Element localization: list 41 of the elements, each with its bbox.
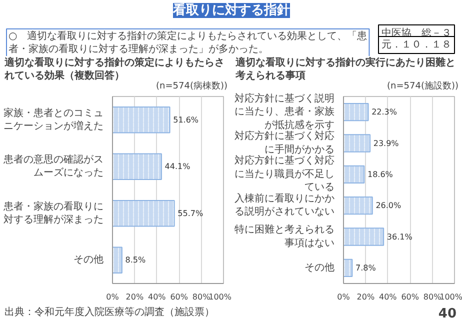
data-label: 55.7% [178,208,204,218]
data-label: 7.8% [355,263,376,272]
source-note: 出典：令和元年度入院医療等の調査（施設票） [4,306,214,318]
x-tick-label: 80% [423,292,442,302]
data-label: 51.6% [173,115,199,124]
x-tick-label: 100% [440,292,462,302]
x-tick-label: 60% [170,292,188,302]
x-tick-label: 40% [379,292,398,302]
x-tick-label: 0% [337,292,350,302]
chart-subtitle: (n=574(施設数)) [387,80,458,92]
y-tick-label: 患者・家族の看取りに対する理解が深まった [2,200,104,226]
y-tick-label: 入棟前に看取りにかかる説明がされていない [234,192,334,218]
x-tick-label: 80% [192,292,211,302]
y-tick-label: 対応方針に基づく説明に当たり、患者・家族が抵抗感を示す [234,92,334,131]
x-tick-label: 20% [126,292,144,302]
x-tick-label: 100% [208,292,232,302]
y-tick-label: 特に困難と考えられる事項はない [234,224,334,249]
data-label: 23.9% [373,138,400,148]
x-tick-label: 40% [148,292,166,302]
y-tick-label: 患者の意思の確認がスムーズになった [2,154,104,179]
chart-title: 適切な看取りに対する指針の実行にあたり困難と考えられる事項 [234,56,456,82]
text: 40 [438,306,457,320]
x-tick-label: 20% [356,292,375,302]
y-tick-label: 対応方針に基づく対応に当たり職員が不足している [234,154,334,194]
data-label: 18.6% [367,170,394,179]
x-tick-label: 60% [401,292,420,302]
data-label: 44.1% [164,162,191,172]
y-tick-label: その他 [304,261,334,274]
y-tick-label: その他 [74,254,104,266]
text: 看取りに対する指針 [172,2,290,18]
x-tick-label: 0% [106,292,120,302]
data-label: 26.0% [376,201,402,210]
chart-title: 適切な看取りに対する指針の策定によりもたらされている効果（複数回答） [4,56,224,82]
text: 元．１０．１８ [382,39,452,50]
chart-subtitle: (n=574(病棟数)) [156,80,228,92]
data-label: 8.5% [125,256,146,265]
data-label: 36.1% [386,232,413,242]
data-label: 22.3% [372,108,398,117]
y-tick-label: 家族・患者とのコミュニケーションが増えた [4,106,104,132]
y-tick-label: 対応方針に基づく対応に手間がかかる [234,130,334,156]
text: ○ 適切な看取りに対する指針の策定によりもたらされている効果として、「患者・家族の看取りに対する理解が深まった」が多かった。 [8,30,368,56]
